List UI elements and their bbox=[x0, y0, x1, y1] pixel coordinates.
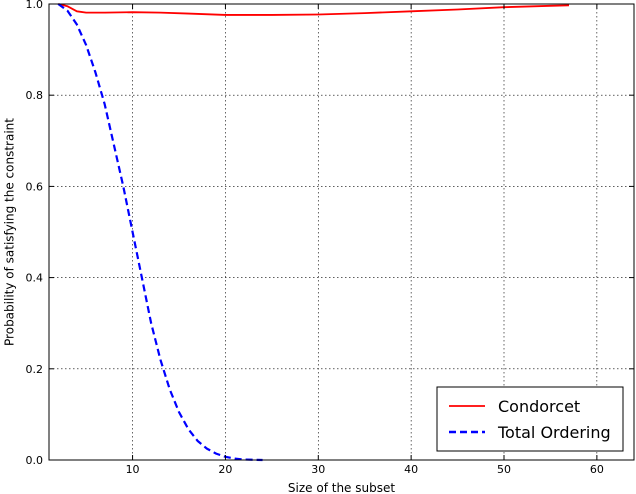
x-axis-label: Size of the subset bbox=[288, 481, 395, 494]
x-tick-label: 50 bbox=[497, 463, 511, 476]
plot-frame bbox=[48, 3, 635, 461]
y-tick-label: 0.2 bbox=[26, 363, 44, 376]
y-tick-label: 0.8 bbox=[26, 89, 44, 102]
y-tick-label: 0.6 bbox=[26, 180, 44, 193]
series-layer bbox=[57, 3, 570, 462]
legend-label-total-ordering: Total Ordering bbox=[497, 423, 611, 442]
series-line-condorcet bbox=[58, 3, 570, 16]
y-tick-label: 0.4 bbox=[26, 272, 44, 285]
legend-box bbox=[436, 386, 624, 452]
legend: Condorcet Total Ordering bbox=[436, 386, 624, 452]
legend-label-condorcet: Condorcet bbox=[498, 397, 580, 416]
y-tick-label: 0.0 bbox=[26, 454, 44, 467]
x-tick-label: 60 bbox=[590, 463, 604, 476]
y-axis-label: Probability of satisfying the constraint bbox=[3, 118, 17, 346]
axis-ticks: 10 20 30 40 50 60 0.0 0.2 0.4 0.6 0.8 1.0 bbox=[26, 0, 634, 476]
x-tick-label: 20 bbox=[218, 463, 232, 476]
y-tick-label: 1.0 bbox=[26, 0, 44, 11]
x-tick-label: 30 bbox=[311, 463, 325, 476]
x-tick-label: 10 bbox=[126, 463, 140, 476]
x-tick-label: 40 bbox=[404, 463, 418, 476]
series-line-total-ordering bbox=[57, 3, 263, 462]
